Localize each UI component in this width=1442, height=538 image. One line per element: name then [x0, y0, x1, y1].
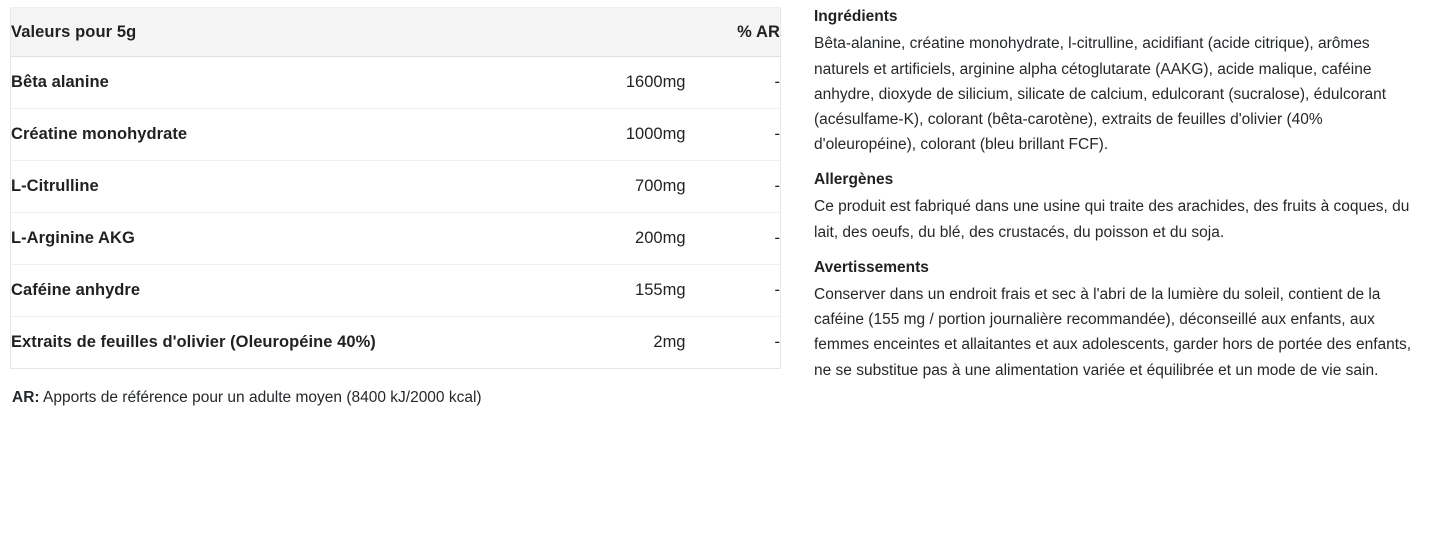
nutrient-name: L-Citrulline: [10, 160, 466, 213]
nutrient-name: L-Arginine AKG: [10, 212, 466, 265]
warnings-heading: Avertissements: [814, 258, 929, 276]
footnote-abbreviation: AR:: [12, 389, 40, 406]
nutrition-facts-table: Valeurs pour 5g % AR Bêta alanine 1600mg…: [10, 7, 781, 369]
nutrient-reference-intake: -: [685, 212, 781, 265]
footnote-text: Apports de référence pour un adulte moye…: [39, 389, 482, 406]
allergens-section: Allergènes Ce produit est fabriqué dans …: [814, 169, 1428, 245]
ingredients-section: Ingrédients Bêta-alanine, créatine monoh…: [814, 6, 1428, 157]
table-header: Valeurs pour 5g % AR: [10, 7, 781, 57]
column-header-reference-intake: % AR: [685, 7, 781, 57]
nutrient-reference-intake: -: [774, 73, 781, 91]
table-row: L-Citrulline 700mg -: [10, 160, 781, 213]
table-header-row: Valeurs pour 5g % AR: [10, 7, 781, 57]
table-body: Bêta alanine 1600mg - Créatine monohydra…: [10, 57, 781, 369]
nutrient-reference-intake: -: [685, 108, 781, 161]
nutrient-name: Bêta alanine: [11, 73, 109, 91]
nutrient-reference-intake: -: [685, 160, 781, 213]
table-row: Extraits de feuilles d'olivier (Oleuropé…: [10, 316, 781, 369]
allergens-text: Ce produit est fabriqué dans une usine q…: [814, 198, 1410, 241]
table-row: Bêta alanine 1600mg -: [11, 57, 781, 109]
nutrient-amount: 155mg: [465, 264, 686, 317]
column-header-amount: [465, 7, 686, 57]
nutrient-reference-intake: -: [685, 264, 781, 317]
warnings-text: Conserver dans un endroit frais et sec à…: [814, 286, 1412, 379]
table-row: L-Arginine AKG 200mg -: [10, 212, 781, 265]
nutrient-name: Créatine monohydrate: [10, 108, 466, 161]
nutrient-amount: 700mg: [465, 160, 686, 213]
nutrient-name: Extraits de feuilles d'olivier (Oleuropé…: [10, 316, 466, 369]
nutrition-table-column: Valeurs pour 5g % AR Bêta alanine 1600mg…: [10, 7, 800, 409]
ingredients-text: Bêta-alanine, créatine monohydrate, l-ci…: [814, 35, 1387, 153]
product-information-column: Ingrédients Bêta-alanine, créatine monoh…: [800, 0, 1442, 538]
nutrient-name: Caféine anhydre: [10, 264, 466, 317]
table-row: Créatine monohydrate 1000mg -: [10, 108, 781, 161]
nutrient-amount: 1000mg: [465, 108, 686, 161]
column-header-values: Valeurs pour 5g: [10, 7, 466, 57]
warnings-section: Avertissements Conserver dans un endroit…: [814, 257, 1428, 383]
table-row: Caféine anhydre 155mg -: [10, 264, 781, 317]
nutrient-amount: 2mg: [465, 316, 686, 369]
ingredients-heading: Ingrédients: [814, 8, 898, 25]
nutrient-amount: 200mg: [465, 212, 686, 265]
allergens-heading: Allergènes: [814, 171, 894, 189]
nutrient-reference-intake: -: [685, 316, 781, 369]
nutrient-amount: 1600mg: [625, 73, 686, 91]
reference-intake-footnote: AR: Apports de référence pour un adulte …: [10, 387, 800, 409]
